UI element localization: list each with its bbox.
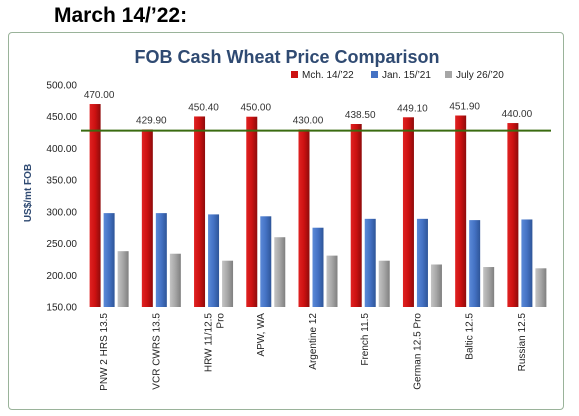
x-tick-label: German 12.5 Pro [412, 313, 423, 390]
chart-frame: FOB Cash Wheat Price Comparison US$/mt F… [8, 32, 564, 410]
y-tick-label: 400.00 [46, 144, 77, 155]
bar-series-1-cat-7 [469, 220, 481, 307]
x-tick-label: HRW 11/12.5 [204, 313, 215, 373]
bar-series-0-cat-8 [507, 123, 519, 307]
y-tick-label: 150.00 [46, 303, 77, 314]
y-tick-label: 350.00 [46, 176, 77, 187]
x-tick-label: Baltic 12.5 [465, 313, 476, 360]
y-tick-label: 300.00 [46, 207, 77, 218]
bar-series-0-cat-3 [246, 116, 258, 307]
y-tick-label: 500.00 [46, 81, 77, 92]
legend-entry-0: Mch. 14/’22 [302, 70, 354, 81]
bar-series-0-cat-6 [402, 117, 414, 307]
legend-entry-2: July 26/’20 [456, 70, 504, 81]
data-label: 430.00 [293, 115, 324, 126]
data-label: 450.40 [188, 102, 219, 113]
bar-chart: FOB Cash Wheat Price Comparison US$/mt F… [23, 47, 551, 391]
bar-series-2-cat-1 [169, 253, 181, 307]
x-tick-label: VCR CWRS 13.5 [151, 313, 162, 390]
legend-swatch-0 [291, 71, 298, 78]
x-tick-label: Argentine 12 [308, 313, 319, 370]
legend-entry-1: Jan. 15/’21 [382, 70, 431, 81]
bar-series-0-cat-7 [455, 115, 467, 307]
x-tick-label: Pro [216, 313, 227, 329]
bar-series-1-cat-6 [416, 218, 428, 307]
data-labels-group: 470.00 429.90 450.40 450.00 430.00 438.50 449.… [84, 90, 533, 126]
bar-series-1-cat-3 [260, 216, 272, 307]
data-label: 450.00 [240, 103, 271, 114]
page-heading: March 14/’22: [54, 4, 188, 27]
y-axis-label: US$/mt FOB [23, 164, 34, 222]
bar-series-1-cat-5 [364, 218, 376, 307]
x-tick-label: PNW 2 HRS 13.5 [99, 313, 110, 391]
legend: Mch. 14/’22 Jan. 15/’21 July 26/’20 [291, 70, 504, 81]
legend-swatch-1 [371, 71, 378, 78]
data-label: 470.00 [84, 90, 115, 101]
bar-series-2-cat-2 [222, 260, 234, 307]
bar-series-2-cat-8 [535, 268, 547, 307]
bar-series-1-cat-1 [155, 213, 167, 307]
x-tick-label: Russian 12.5 [517, 313, 528, 372]
y-tick-label: 250.00 [46, 239, 77, 250]
data-label: 438.50 [345, 110, 376, 121]
data-label: 429.90 [136, 115, 167, 126]
bar-series-0-cat-0 [89, 104, 101, 308]
bar-series-1-cat-4 [312, 227, 324, 307]
bar-series-2-cat-0 [117, 251, 129, 307]
bar-series-0-cat-4 [298, 129, 310, 307]
bar-series-0-cat-5 [350, 124, 362, 307]
x-tick-label: APW, WA [256, 313, 267, 357]
bar-series-1-cat-0 [103, 213, 115, 307]
y-axis-ticks: 150.00 200.00 250.00 300.00 350.00 400.00 450.… [46, 81, 77, 314]
bar-series-2-cat-7 [483, 267, 495, 307]
x-axis-labels: PNW 2 HRS 13.5 VCR CWRS 13.5 HRW 11/12.5 Pr… [99, 313, 528, 391]
bar-series-2-cat-6 [430, 264, 442, 307]
bar-series-0-cat-1 [141, 129, 153, 307]
x-tick-label: French 11.5 [360, 313, 371, 366]
data-label: 451.90 [449, 102, 480, 113]
y-tick-label: 450.00 [46, 112, 77, 123]
bar-series-1-cat-8 [521, 219, 533, 307]
bar-series-2-cat-5 [378, 260, 390, 307]
bar-series-2-cat-3 [274, 237, 286, 307]
bar-series-1-cat-2 [208, 214, 220, 307]
chart-title: FOB Cash Wheat Price Comparison [134, 47, 439, 67]
bar-series-0-cat-2 [194, 116, 206, 307]
legend-swatch-2 [445, 71, 452, 78]
bar-series-2-cat-4 [326, 255, 338, 307]
data-label: 449.10 [397, 103, 428, 114]
bar-series-group [89, 104, 547, 308]
y-tick-label: 200.00 [46, 271, 77, 282]
data-label: 440.00 [502, 109, 533, 120]
